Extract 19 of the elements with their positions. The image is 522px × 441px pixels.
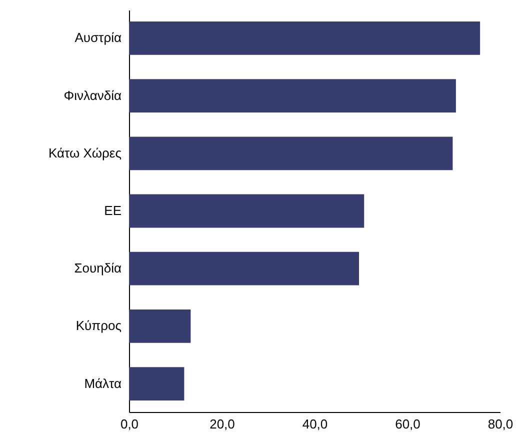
bar bbox=[129, 22, 480, 55]
x-tick-label: 20,0 bbox=[210, 416, 235, 432]
y-tick-label: Κύπρος bbox=[76, 318, 122, 334]
bar bbox=[129, 309, 191, 343]
y-tick-label: Αυστρία bbox=[74, 30, 122, 46]
x-tick-label: 80,0 bbox=[488, 416, 514, 432]
bar bbox=[129, 194, 364, 228]
bar bbox=[129, 79, 456, 113]
y-tick-label: Φινλανδία bbox=[64, 88, 122, 103]
bar bbox=[129, 367, 184, 400]
bar bbox=[129, 136, 453, 170]
x-tick-label: 40,0 bbox=[302, 416, 328, 432]
y-tick-label: Σουηδία bbox=[74, 260, 122, 276]
y-tick-label: ΕΕ bbox=[104, 203, 122, 218]
x-tick-label: 60,0 bbox=[395, 416, 420, 432]
x-tick-label: 0,0 bbox=[120, 416, 139, 432]
y-tick-label: Κάτω Χώρες bbox=[48, 145, 122, 160]
bar bbox=[129, 252, 360, 286]
y-tick-label: Μάλτα bbox=[84, 376, 122, 391]
